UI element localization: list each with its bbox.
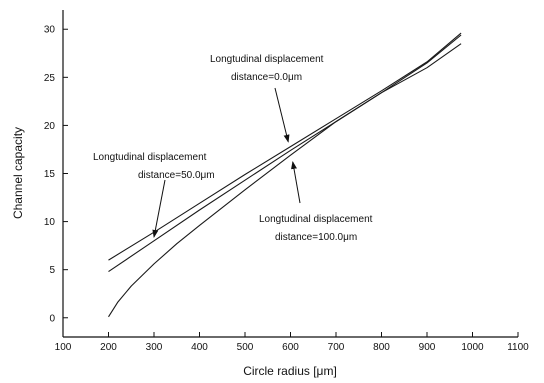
x-tick-label: 900: [419, 342, 436, 353]
x-ticks: 100 200 300 400 500 600 700 800 900 1000 1100: [55, 332, 529, 353]
annotation-arrow: [274, 87, 290, 143]
x-tick-label: 800: [373, 342, 390, 353]
y-ticks: 0 5 10 15 20 25 30: [44, 25, 68, 324]
x-tick-label: 1100: [507, 342, 529, 353]
annotation-label: Longtudinal displacement: [259, 214, 373, 225]
annotation-3: Longtudinal displacement distance=100.0μm: [259, 160, 373, 243]
y-axis-label: Channel capacity: [11, 127, 25, 219]
x-tick-label: 700: [328, 342, 345, 353]
y-tick-label: 5: [49, 265, 55, 276]
series-line-1: [108, 32, 462, 261]
x-tick-label: 200: [100, 342, 117, 353]
annotation-value: distance=0.0μm: [231, 72, 302, 83]
annotation-1: Longtudinal displacement distance=0.0μm: [210, 54, 324, 143]
y-tick-label: 10: [44, 217, 56, 228]
x-axis-label: Circle radius [μm]: [243, 364, 337, 378]
annotation-value: distance=100.0μm: [275, 232, 357, 243]
y-tick-label: 25: [44, 73, 56, 84]
x-tick-label: 300: [146, 342, 163, 353]
y-tick-label: 30: [44, 25, 56, 36]
annotation-label: Longtudinal displacement: [93, 152, 207, 163]
series-line-2: [108, 34, 462, 273]
y-tick-label: 15: [44, 169, 56, 180]
y-tick-label: 20: [44, 121, 56, 132]
series-line-3: [108, 43, 462, 318]
x-tick-label: 1000: [461, 342, 484, 353]
annotation-value: distance=50.0μm: [138, 170, 215, 181]
y-tick-label: 0: [49, 313, 55, 324]
annotation-arrow: [291, 160, 301, 204]
x-tick-label: 100: [55, 342, 72, 353]
annotation-arrow: [152, 179, 166, 238]
annotations: Longtudinal displacementdistance=0.0μmLo…: [93, 54, 373, 243]
series-layer: [108, 32, 462, 318]
x-tick-label: 500: [237, 342, 254, 353]
annotation-label: Longtudinal displacement: [210, 54, 324, 65]
x-tick-label: 400: [191, 342, 208, 353]
x-tick-label: 600: [282, 342, 299, 353]
annotation-2: Longtudinal displacement distance=50.0μm: [93, 152, 215, 238]
